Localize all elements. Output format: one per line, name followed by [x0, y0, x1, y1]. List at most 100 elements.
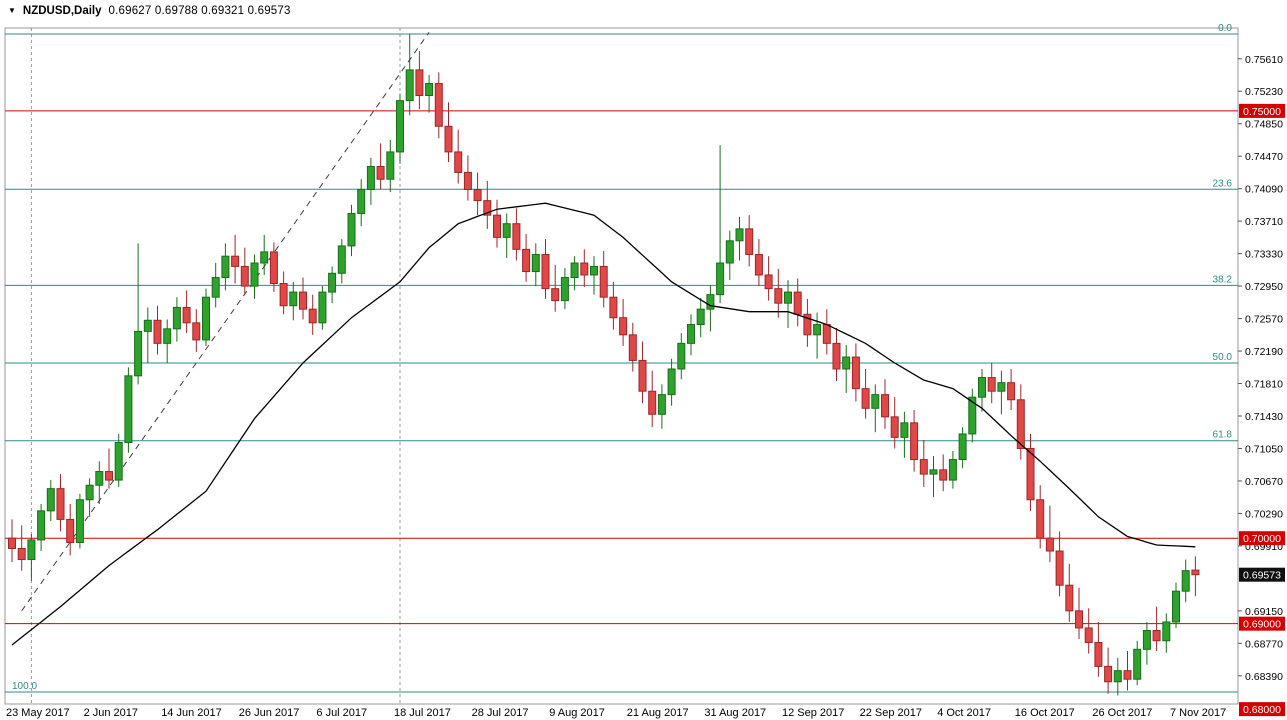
bear-candle [1152, 630, 1161, 642]
bear-candle [231, 255, 240, 267]
bear-candle [434, 83, 443, 127]
bear-candle [454, 151, 463, 173]
bear-candle [1055, 550, 1064, 586]
bull-candle [687, 324, 695, 344]
date-label[interactable]: 9 Aug 2017 [549, 707, 605, 719]
date-label[interactable]: 23 May 2017 [6, 707, 70, 719]
price-tick-label: 0.72190 [1245, 346, 1283, 358]
bull-candle [405, 69, 414, 102]
bear-candle [580, 262, 589, 276]
price-tick-label: 0.72570 [1245, 314, 1283, 326]
bear-candle [987, 377, 996, 392]
date-label[interactable]: 12 Sep 2017 [782, 707, 844, 719]
bull-candle [560, 277, 569, 302]
bull-candle [134, 330, 143, 377]
bear-candle [192, 322, 201, 341]
bear-candle [861, 388, 870, 409]
bear-candle [279, 283, 288, 307]
date-label[interactable]: 14 Jun 2017 [161, 707, 222, 719]
bull-candle [260, 251, 269, 264]
fibonacci-label: 100.0 [12, 681, 37, 692]
bear-candle [764, 274, 773, 290]
bear-candle [299, 291, 307, 310]
date-label[interactable]: 7 Nov 2017 [1170, 707, 1226, 719]
bear-candle [269, 251, 278, 285]
bull-candle [75, 499, 84, 543]
bear-candle [919, 459, 928, 475]
ohlc-values: 0.69627 0.69788 0.69321 0.69573 [108, 5, 291, 17]
bear-candle [1191, 569, 1200, 576]
fibonacci-label: 50.0 [1213, 352, 1233, 363]
bull-candle [124, 375, 133, 443]
date-label[interactable]: 18 Jul 2017 [394, 707, 451, 719]
bull-candle [842, 356, 851, 370]
date-label[interactable]: 4 Oct 2017 [937, 707, 991, 719]
bull-candle [570, 262, 579, 279]
bull-candle [318, 291, 327, 324]
date-label[interactable]: 26 Oct 2017 [1092, 707, 1152, 719]
date-label[interactable]: 6 Jul 2017 [316, 707, 367, 719]
price-level-badge-text: 0.70000 [1243, 533, 1281, 545]
bear-candle [881, 394, 889, 418]
bull-candle [221, 255, 230, 279]
bull-candle [657, 394, 666, 415]
price-tick-label: 0.71810 [1245, 379, 1283, 391]
bull-candle [85, 484, 94, 501]
bear-candle [66, 518, 75, 543]
bull-candle [425, 83, 434, 97]
bull-candle [784, 291, 792, 304]
plot-border [4, 27, 1239, 705]
bear-candle [1045, 537, 1054, 552]
bull-candle [531, 253, 540, 273]
price-tick-label: 0.73330 [1245, 249, 1283, 261]
date-label[interactable]: 2 Jun 2017 [84, 707, 138, 719]
bull-candle [396, 100, 404, 153]
bear-candle [1036, 499, 1045, 539]
price-tick-label: 0.68390 [1245, 671, 1283, 683]
bull-candle [871, 394, 880, 409]
price-tick-label: 0.73710 [1245, 216, 1283, 228]
symbol-timeframe-label: NZDUSD,Daily [22, 5, 102, 17]
bull-candle [1181, 570, 1190, 592]
bull-candle [978, 377, 986, 398]
bear-candle [619, 317, 628, 336]
bear-candle [56, 488, 65, 520]
bear-candle [1094, 641, 1103, 667]
bull-candle [202, 296, 210, 341]
price-tick-label: 0.69150 [1245, 606, 1283, 618]
date-label[interactable]: 16 Oct 2017 [1015, 707, 1075, 719]
bear-candle [793, 291, 802, 315]
bear-candle [1026, 447, 1035, 501]
bull-candle [590, 265, 598, 276]
current-price-badge-text: 0.69573 [1243, 570, 1281, 582]
bear-candle [308, 308, 317, 324]
bull-candle [677, 342, 686, 370]
date-label[interactable]: 26 Jun 2017 [239, 707, 300, 719]
symbol-dropdown-icon[interactable]: ▼ [8, 6, 16, 15]
price-tick-label: 0.70290 [1245, 508, 1283, 520]
date-label[interactable]: 22 Sep 2017 [860, 707, 922, 719]
trendline[interactable] [21, 31, 430, 612]
date-label[interactable]: 28 Jul 2017 [472, 707, 529, 719]
bull-candle [347, 212, 356, 247]
date-label[interactable]: 21 Aug 2017 [627, 707, 689, 719]
date-label[interactable]: 31 Aug 2017 [704, 707, 766, 719]
bear-candle [1007, 382, 1016, 401]
moving-average-line[interactable] [11, 202, 1196, 646]
price-tick-label: 0.74470 [1245, 151, 1283, 163]
bear-candle [754, 253, 763, 276]
bull-candle [929, 469, 938, 475]
price-level-badge [1239, 702, 1285, 717]
bear-candle [8, 537, 16, 549]
bear-candle [240, 265, 249, 287]
bear-candle [638, 359, 647, 392]
bull-candle [725, 240, 734, 264]
bull-candle [706, 294, 715, 310]
bull-candle [114, 441, 123, 481]
bull-candle [813, 324, 822, 336]
bull-candle [1113, 670, 1122, 683]
bear-candle [648, 390, 657, 415]
bull-candle [900, 422, 909, 438]
bull-candle [1142, 630, 1151, 650]
